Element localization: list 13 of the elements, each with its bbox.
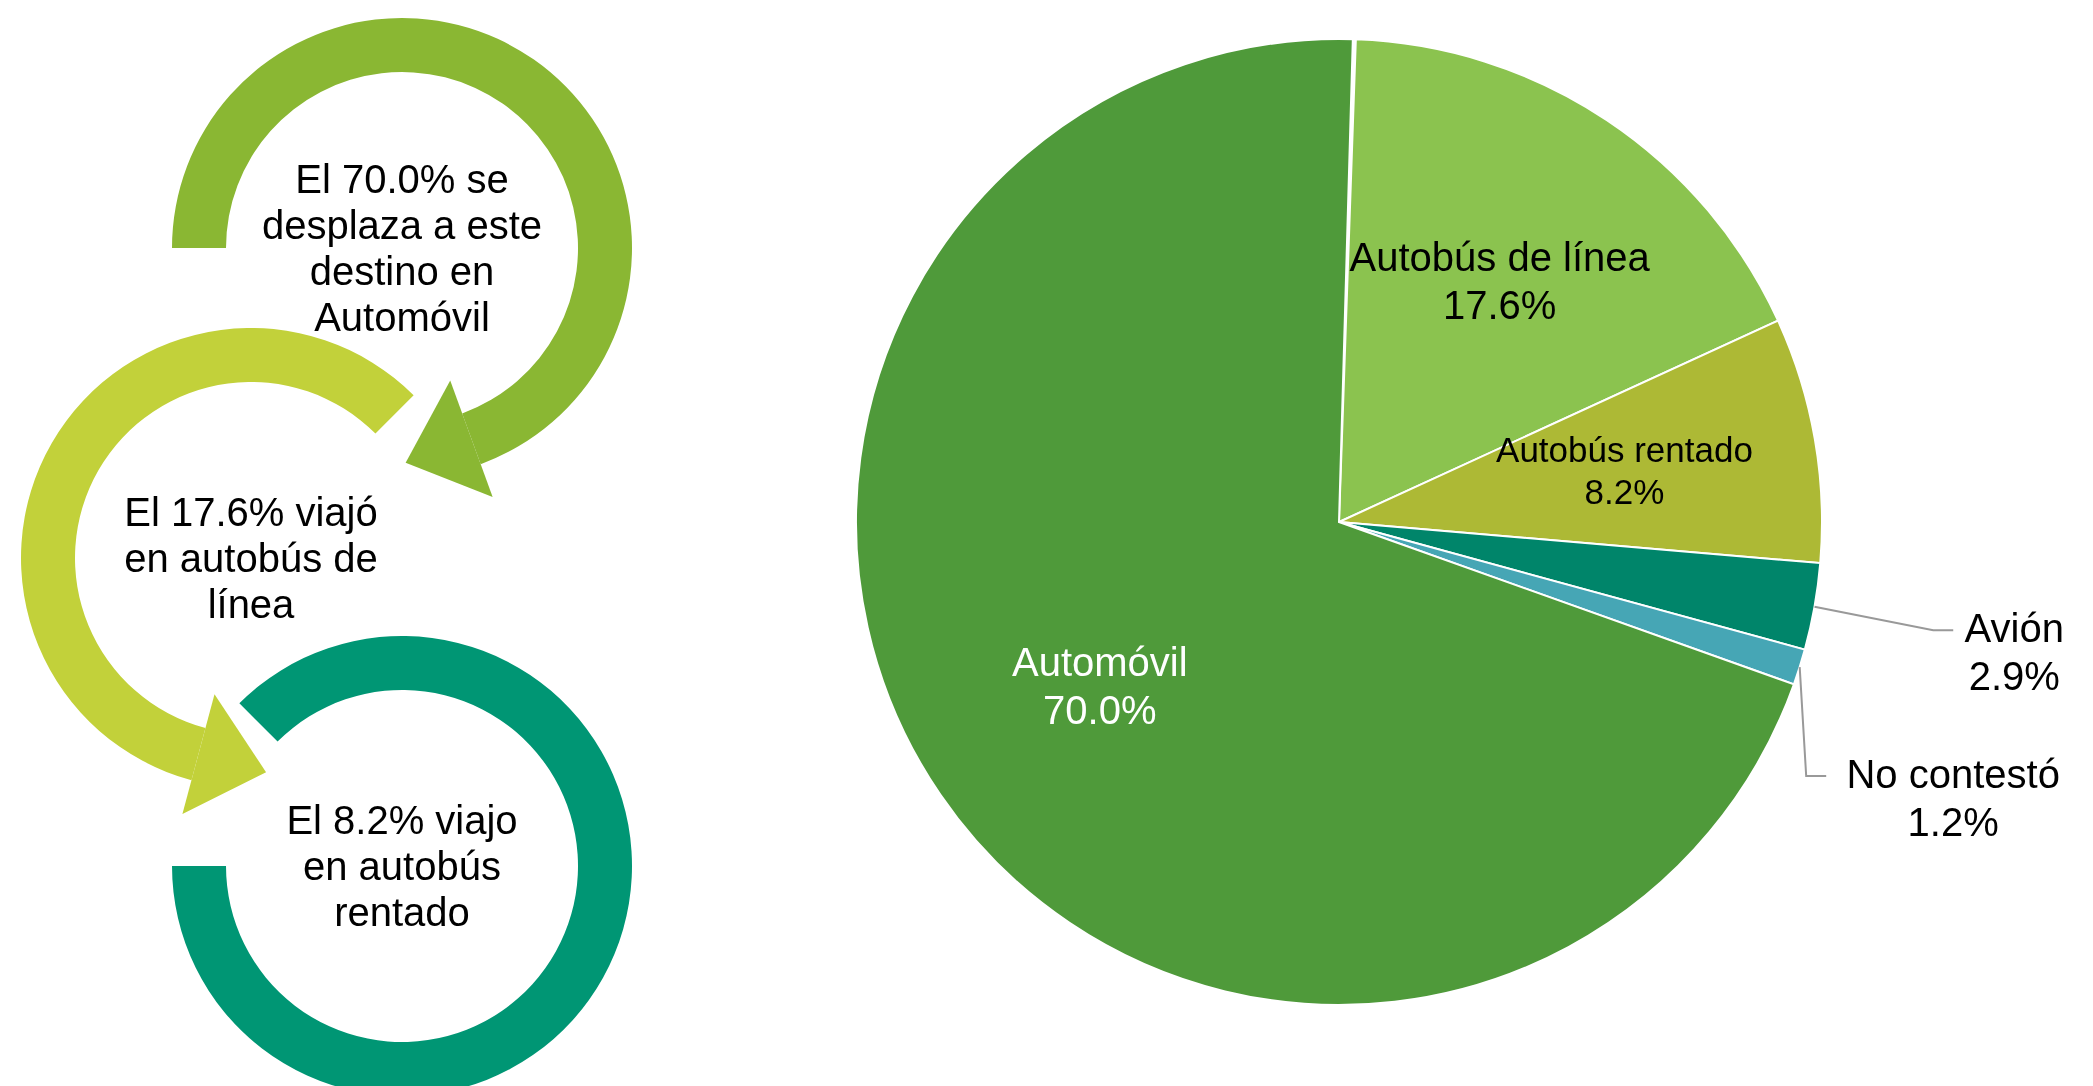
text: El 70.0% se desplaza a este destino en Automóvil <box>261 157 543 339</box>
slice-label: Autobús de línea <box>1349 234 1651 279</box>
data-label: 2.9% <box>1968 654 2060 699</box>
slice-label: Automóvil <box>1011 639 1188 684</box>
text: El 17.6% viajó en autobús de línea <box>124 490 378 626</box>
data-label: 1.2% <box>1907 800 1999 845</box>
text: El 8.2% viajo en autobús rentado <box>286 798 518 934</box>
data-label: 8.2% <box>1584 472 1665 512</box>
slice-label: Autobús rentado <box>1496 430 1753 470</box>
slice-label: Avión <box>1964 606 2064 651</box>
data-label: 70.0% <box>1043 687 1157 732</box>
slice-label: No contestó <box>1846 752 2060 797</box>
data-label: 17.6% <box>1443 282 1557 327</box>
